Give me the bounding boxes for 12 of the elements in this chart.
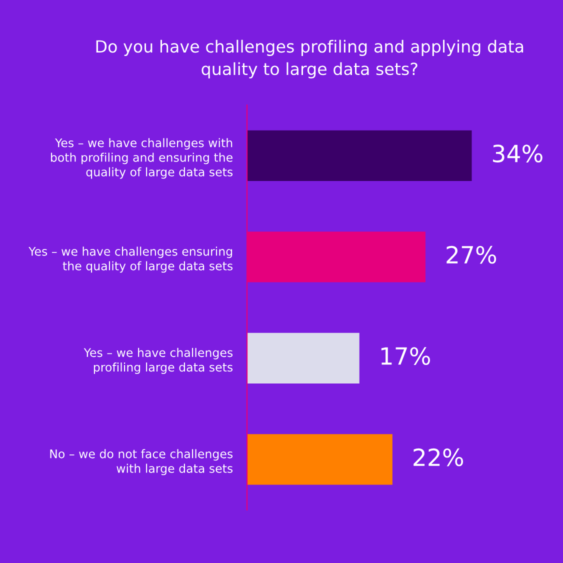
y-tick-label: Yes – we have challenges profiling large data sets <box>84 348 233 374</box>
bar <box>247 130 472 181</box>
data-label: 34% <box>493 144 542 162</box>
bar <box>247 332 360 384</box>
bar <box>247 434 392 485</box>
data-label: 27% <box>446 246 496 264</box>
y-tick-label: No – we do not face challenges with large data sets <box>50 449 233 476</box>
y-tick-label: Yes – we have challenges with both profiling and ensuring the quality of large data sets <box>51 138 233 179</box>
chart-title: Do you have challenges profiling and applying data quality to large data sets? <box>96 40 524 78</box>
data-label: 22% <box>414 448 464 466</box>
y-tick-label: Yes – we have challenges ensuring the quality of large data sets <box>28 246 233 273</box>
data-label: 17% <box>381 347 430 365</box>
